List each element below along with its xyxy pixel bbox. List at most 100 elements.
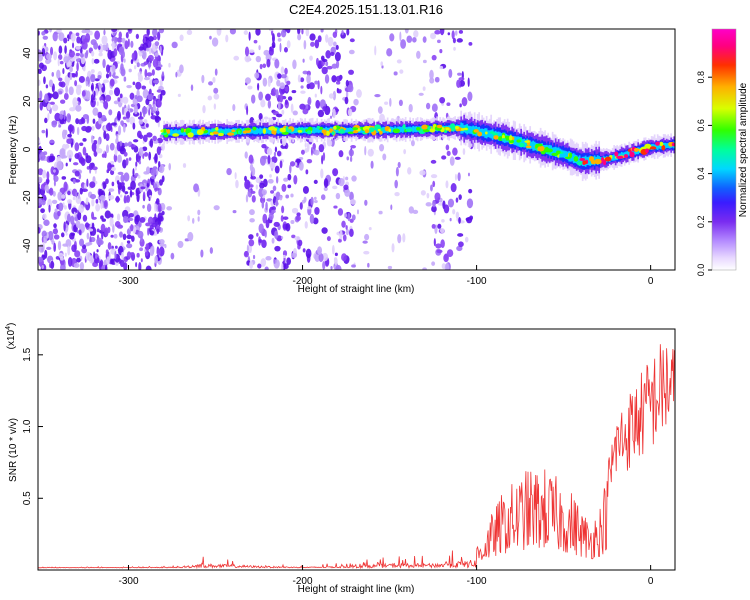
noise-speckle: [315, 99, 321, 109]
noise-speckle: [57, 58, 60, 67]
noise-speckle: [379, 144, 385, 152]
noise-speckle: [79, 238, 85, 247]
noise-speckle: [75, 46, 81, 50]
noise-speckle: [467, 172, 470, 177]
noise-speckle: [78, 157, 85, 164]
noise-speckle: [323, 186, 328, 192]
trace-hotspot: [163, 128, 167, 134]
noise-speckle: [456, 79, 461, 89]
noise-speckle: [300, 149, 305, 155]
noise-speckle: [117, 97, 121, 102]
noise-speckle: [262, 63, 267, 69]
snr-x-tick-label: -300: [118, 576, 138, 587]
noise-speckle: [213, 93, 220, 100]
noise-speckle: [90, 84, 94, 91]
noise-speckle: [349, 228, 354, 237]
noise-speckle: [434, 192, 441, 202]
noise-speckle: [349, 156, 353, 162]
noise-speckle: [436, 249, 443, 254]
trace-band: [260, 128, 263, 134]
noise-speckle: [269, 161, 276, 169]
trace-band: [311, 127, 314, 134]
noise-speckle: [396, 59, 402, 64]
noise-speckle: [281, 236, 284, 240]
noise-speckle: [63, 181, 68, 192]
noise-speckle: [318, 253, 324, 263]
noise-speckle: [133, 65, 137, 70]
noise-speckle: [63, 92, 69, 100]
noise-speckle: [158, 179, 163, 186]
noise-speckle: [139, 134, 144, 140]
noise-speckle: [271, 41, 276, 48]
noise-speckle: [275, 176, 279, 184]
noise-speckle: [60, 232, 65, 238]
trace-band: [593, 155, 596, 166]
noise-speckle: [437, 223, 442, 229]
noise-speckle: [459, 103, 462, 108]
noise-speckle: [347, 108, 353, 117]
noise-speckle: [187, 231, 194, 242]
noise-speckle: [299, 103, 306, 110]
noise-speckle: [443, 204, 450, 214]
trace-band: [403, 127, 406, 132]
noise-speckle: [60, 263, 66, 270]
noise-speckle: [51, 104, 59, 112]
noise-speckle: [126, 194, 131, 203]
noise-speckle: [347, 84, 354, 93]
trace-hotspot: [405, 128, 413, 132]
noise-speckle: [225, 34, 229, 43]
noise-speckle: [264, 266, 269, 270]
noise-speckle: [439, 228, 445, 234]
noise-speckle: [56, 29, 62, 33]
noise-speckle: [115, 195, 120, 203]
trace-hotspot: [185, 129, 191, 133]
noise-speckle: [407, 167, 412, 175]
noise-speckle: [391, 243, 395, 253]
trace-hotspot: [519, 142, 525, 148]
noise-speckle: [78, 204, 85, 214]
noise-speckle: [38, 186, 41, 196]
noise-speckle: [66, 149, 74, 159]
noise-speckle: [113, 153, 118, 163]
noise-speckle: [104, 200, 108, 208]
noise-speckle: [38, 227, 41, 234]
spectrogram-y-tick-label: 40: [22, 47, 33, 59]
noise-speckle: [122, 215, 128, 224]
trace-band: [170, 129, 173, 136]
noise-speckle: [326, 65, 333, 70]
noise-speckle: [44, 249, 48, 259]
noise-speckle: [403, 148, 407, 155]
trace-band: [229, 129, 232, 134]
noise-speckle: [232, 104, 236, 112]
noise-speckle: [77, 210, 82, 221]
noise-speckle: [333, 41, 337, 47]
trace-band: [613, 154, 616, 161]
noise-speckle: [177, 240, 184, 248]
noise-speckle: [105, 133, 110, 141]
noise-speckle: [457, 233, 464, 237]
noise-speckle: [76, 61, 79, 72]
noise-speckle: [108, 71, 112, 78]
trace-band: [554, 146, 557, 158]
trace-hotspot: [516, 139, 521, 143]
noise-speckle: [335, 75, 342, 82]
noise-speckle: [344, 189, 351, 197]
noise-speckle: [171, 41, 178, 49]
trace-band: [227, 128, 230, 135]
noise-speckle: [335, 44, 339, 51]
noise-speckle: [68, 86, 74, 96]
noise-speckle: [145, 222, 151, 227]
noise-speckle: [42, 213, 47, 220]
noise-speckle: [418, 92, 424, 96]
trace-band: [611, 154, 614, 161]
noise-speckle: [389, 33, 395, 42]
noise-speckle: [213, 205, 220, 211]
noise-speckle: [114, 250, 117, 260]
noise-speckle: [197, 216, 200, 222]
trace-band: [577, 156, 580, 164]
noise-speckle: [349, 199, 357, 205]
noise-speckle: [135, 214, 141, 223]
noise-speckle: [213, 103, 217, 110]
trace-hotspot: [454, 125, 459, 130]
noise-speckle: [317, 246, 323, 255]
